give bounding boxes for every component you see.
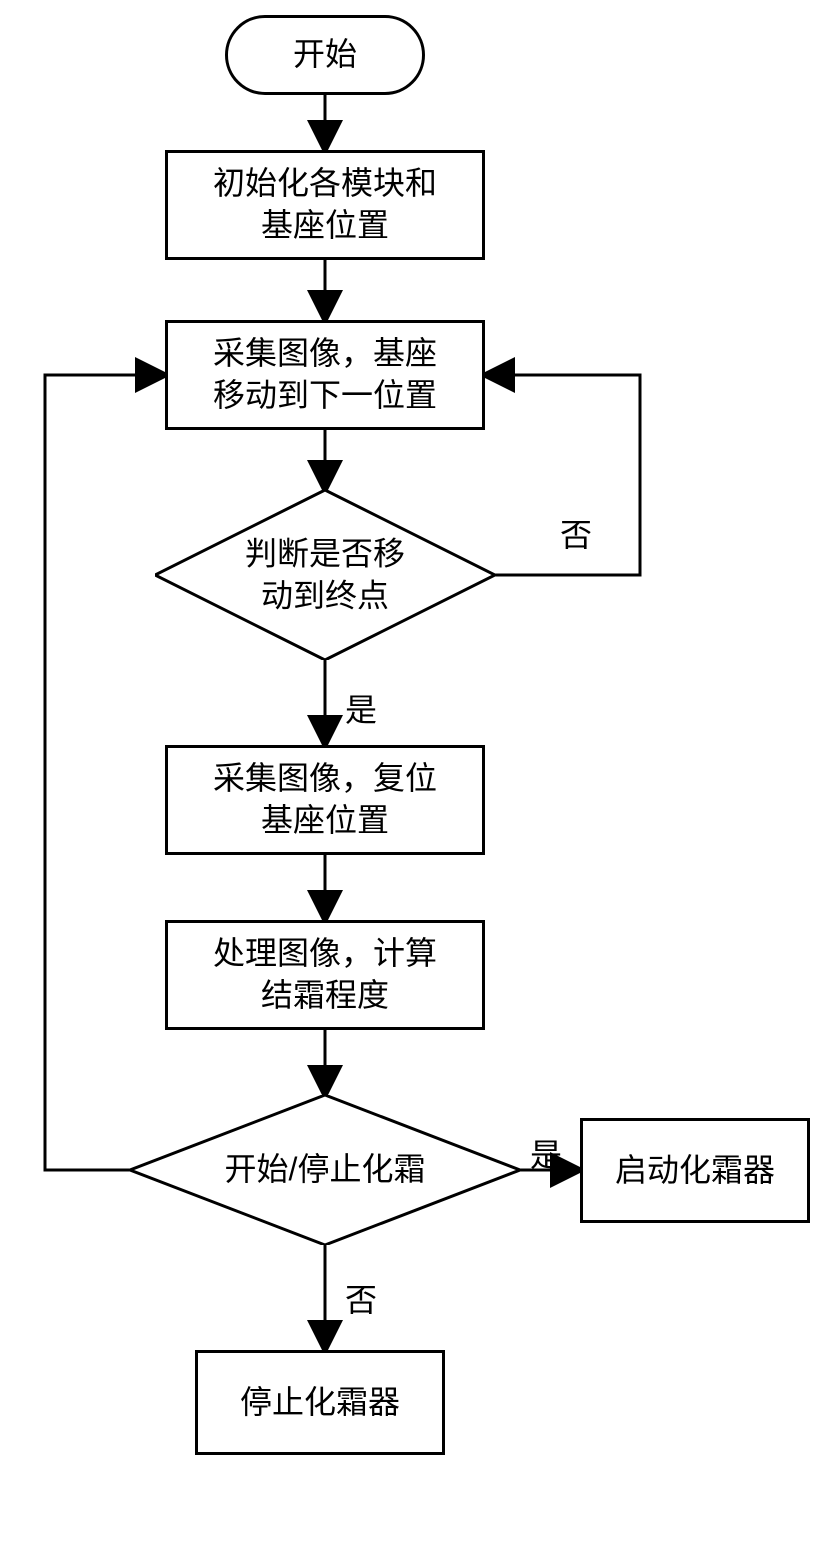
node-capture-move-text: 采集图像，基座 移动到下一位置	[213, 333, 437, 416]
node-check-end-text: 判断是否移 动到终点	[245, 533, 405, 616]
node-capture-move: 采集图像，基座 移动到下一位置	[165, 320, 485, 430]
node-process-calc: 处理图像，计算 结霜程度	[165, 920, 485, 1030]
node-start: 开始	[225, 15, 425, 95]
node-start-stop: 开始/停止化霜	[130, 1095, 520, 1245]
node-start-label: 开始	[293, 34, 357, 76]
node-start-defrost: 启动化霜器	[580, 1118, 810, 1223]
label-no-2: 否	[345, 1275, 377, 1321]
label-no-1: 否	[560, 510, 592, 556]
node-process-calc-text: 处理图像，计算 结霜程度	[213, 933, 437, 1016]
node-start-defrost-label: 启动化霜器	[615, 1150, 775, 1192]
node-capture-reset: 采集图像，复位 基座位置	[165, 745, 485, 855]
label-yes-1: 是	[345, 685, 377, 731]
node-stop-defrost-label: 停止化霜器	[240, 1382, 400, 1424]
label-yes-2: 是	[530, 1130, 562, 1176]
node-start-stop-text: 开始/停止化霜	[225, 1149, 426, 1191]
node-init: 初始化各模块和 基座位置	[165, 150, 485, 260]
node-init-text: 初始化各模块和 基座位置	[213, 163, 437, 246]
node-capture-reset-text: 采集图像，复位 基座位置	[213, 758, 437, 841]
node-check-end: 判断是否移 动到终点	[155, 490, 495, 660]
node-stop-defrost: 停止化霜器	[195, 1350, 445, 1455]
flowchart-container: 开始 初始化各模块和 基座位置 采集图像，基座 移动到下一位置 判断是否移 动到…	[0, 0, 836, 1549]
